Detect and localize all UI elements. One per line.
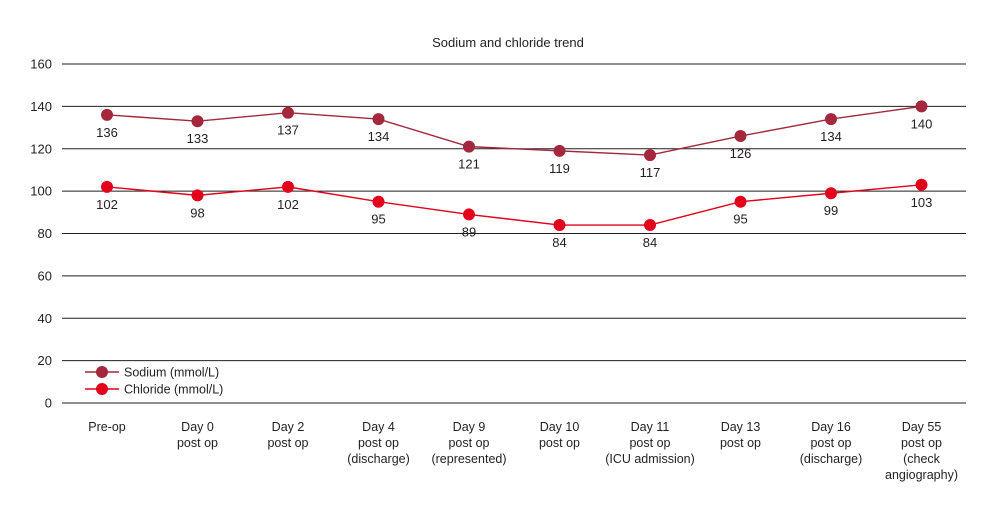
y-axis-ticks: 0 20 40 60 80 100 120 140 160	[30, 57, 52, 411]
x-tick-label-line: Day 13	[721, 420, 761, 434]
x-tick-label-line: Day 2	[272, 420, 305, 434]
chloride-point	[915, 178, 928, 191]
chloride-data-label: 89	[462, 224, 476, 239]
legend: Sodium (mmol/L) Chloride (mmol/L)	[85, 366, 223, 397]
sodium-data-label: 126	[730, 146, 752, 161]
x-tick-label-line: Day 16	[811, 420, 851, 434]
chloride-data-label: 98	[190, 205, 204, 220]
y-tick-label: 140	[30, 99, 52, 114]
x-tick-label: Day 16 post op (discharge)	[800, 420, 863, 466]
x-tick-label-line: post op	[629, 436, 670, 450]
y-tick-label: 120	[30, 141, 52, 156]
sodium-data-label: 117	[640, 165, 661, 180]
chart-title: Sodium and chloride trend	[432, 35, 584, 50]
series-layer: 136 133 137 134 121 119 117 126 134 140 102 98 102 95…	[96, 100, 932, 250]
y-tick-label: 0	[45, 396, 52, 411]
chloride-point	[101, 180, 113, 193]
x-tick-label-line: post op	[448, 436, 489, 450]
sodium-point	[644, 149, 656, 162]
y-tick-label: 60	[38, 268, 52, 283]
chloride-data-label: 103	[911, 195, 933, 210]
x-tick-label: Day 9 post op (represented)	[431, 420, 506, 466]
x-tick-label-line: Day 4	[362, 420, 395, 434]
chloride-point	[282, 180, 294, 193]
sodium-point	[282, 106, 294, 119]
sodium-point	[191, 115, 204, 128]
legend-label: Sodium (mmol/L)	[124, 366, 219, 380]
chloride-point	[372, 195, 385, 208]
chloride-point	[463, 208, 475, 221]
x-tick-label: Day 13 post op	[720, 420, 761, 450]
chloride-data-label: 95	[371, 212, 385, 227]
chloride-data-label: 84	[643, 235, 657, 250]
sodium-point	[101, 108, 113, 121]
y-tick-label: 160	[30, 57, 52, 72]
x-tick-label-line: post op	[810, 436, 851, 450]
sodium-point	[734, 130, 747, 143]
x-tick-label-line: post op	[901, 436, 942, 450]
sodium-data-label: 140	[911, 116, 933, 131]
y-tick-label: 80	[38, 226, 52, 241]
x-tick-label: Day 2 post op	[267, 420, 308, 450]
x-tick-label: Day 55 post op (check angiography)	[885, 420, 958, 482]
x-tick-label-line: Day 0	[181, 420, 214, 434]
x-tick-label-line: post op	[358, 436, 399, 450]
sodium-point	[463, 140, 475, 153]
sodium-point	[372, 113, 385, 126]
y-tick-label: 40	[38, 311, 52, 326]
x-tick-label-line: post op	[720, 436, 761, 450]
x-tick-label-line: (represented)	[431, 452, 506, 466]
sodium-point	[915, 100, 928, 113]
x-tick-label-line: post op	[267, 436, 308, 450]
chloride-point	[825, 187, 837, 200]
sodium-data-label: 134	[368, 129, 390, 144]
x-axis-ticks: Pre-op Day 0 post op Day 2 post op Day 4 post …	[88, 420, 958, 482]
chloride-point	[734, 195, 747, 208]
chloride-data-label: 84	[552, 235, 566, 250]
sodium-data-label: 133	[187, 131, 209, 146]
y-tick-label: 100	[30, 184, 52, 199]
sodium-data-label: 136	[96, 125, 118, 140]
x-tick-label-line: (ICU admission)	[605, 452, 695, 466]
x-tick-label: Day 10 post op	[539, 420, 580, 450]
sodium-point	[553, 144, 566, 157]
x-tick-label-line: Day 9	[453, 420, 486, 434]
series-line-sodium	[106, 105, 922, 156]
gridlines	[62, 63, 966, 404]
legend-marker	[96, 366, 108, 378]
x-tick-label-line: Pre-op	[88, 420, 126, 434]
sodium-point	[825, 113, 837, 126]
x-tick-label-line: Day 55	[902, 420, 942, 434]
y-tick-label: 20	[38, 353, 52, 368]
x-tick-label: Pre-op	[88, 420, 126, 434]
chloride-point	[553, 219, 566, 232]
x-tick-label: Day 4 post op (discharge)	[347, 420, 410, 466]
chloride-data-label: 102	[277, 197, 299, 212]
sodium-data-label: 137	[277, 123, 299, 138]
legend-label: Chloride (mmol/L)	[124, 383, 223, 397]
chloride-data-label: 95	[733, 212, 747, 227]
x-tick-label: Day 0 post op	[177, 420, 218, 450]
series-line-chloride	[106, 184, 922, 226]
x-tick-label-line: Day 11	[631, 420, 670, 434]
chloride-point	[191, 189, 204, 202]
x-tick-label-line: (check	[903, 452, 941, 466]
x-tick-label-line: post op	[539, 436, 580, 450]
chloride-data-label: 99	[824, 203, 838, 218]
sodium-data-label: 119	[549, 161, 570, 176]
x-tick-label-line: (discharge)	[347, 452, 410, 466]
chloride-point	[644, 219, 656, 232]
x-tick-label-line: angiography)	[885, 468, 958, 482]
sodium-data-label: 134	[820, 129, 842, 144]
x-tick-label-line: post op	[177, 436, 218, 450]
x-tick-label: Day 11 post op (ICU admission)	[605, 420, 695, 466]
x-tick-label-line: Day 10	[540, 420, 580, 434]
legend-marker	[96, 383, 108, 395]
sodium-data-label: 121	[458, 157, 480, 172]
chloride-data-label: 102	[96, 197, 118, 212]
x-tick-label-line: (discharge)	[800, 452, 863, 466]
